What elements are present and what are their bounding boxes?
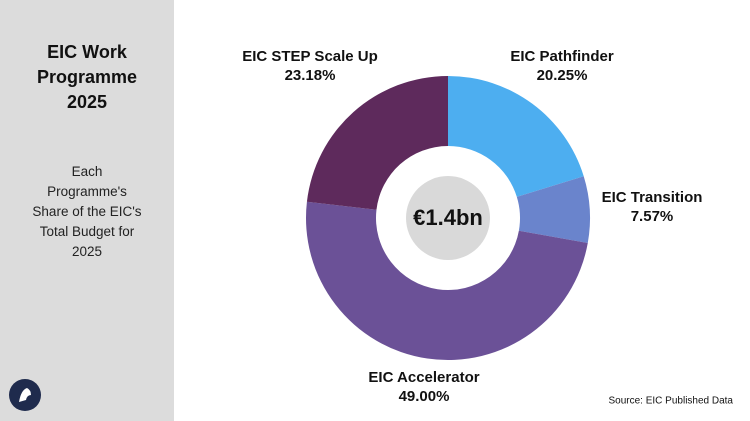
- slice-value: 20.25%: [537, 67, 588, 84]
- donut-slice: [448, 76, 584, 197]
- logo-icon: [19, 388, 31, 402]
- slice-label: EIC Accelerator: [368, 369, 479, 386]
- chart-title: EIC Work Programme 2025: [36, 42, 138, 112]
- slice-label: EIC STEP Scale Up: [242, 48, 378, 65]
- slice-label: EIC Transition: [602, 189, 703, 206]
- chart-subtitle: Each Programme's Share of the EIC's Tota…: [32, 164, 142, 259]
- slice-value: 49.00%: [399, 388, 450, 405]
- donut-slice: [516, 176, 590, 244]
- slice-value: 23.18%: [285, 67, 336, 84]
- donut-slice: [306, 76, 448, 210]
- center-disc: [406, 176, 490, 260]
- side-panel: EIC Work Programme 2025 Each Programme's…: [0, 0, 174, 421]
- center-label: €1.4bn: [413, 205, 483, 230]
- slice-value: 7.57%: [631, 208, 674, 225]
- source: Source: EIC Published Data: [608, 396, 733, 407]
- slice-label: EIC Pathfinder: [510, 48, 614, 65]
- donut-slice: [305, 201, 588, 361]
